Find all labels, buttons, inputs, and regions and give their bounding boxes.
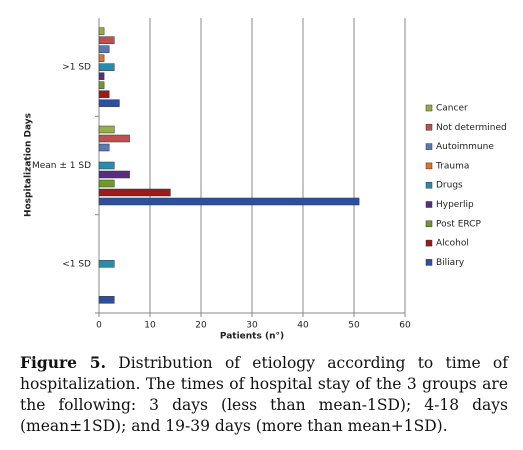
figure-caption: Figure 5. Distribution of etiology accor…: [20, 352, 508, 437]
y-tick-label: <1 SD: [62, 259, 91, 269]
bar: [98, 197, 360, 206]
bar: [98, 45, 110, 53]
bar: [98, 90, 110, 98]
x-tick-label: 30: [246, 321, 258, 331]
legend-swatch: [425, 220, 433, 228]
y-axis-label: Hospitalization Days: [24, 113, 34, 217]
bar: [98, 27, 105, 35]
legend-swatch: [425, 124, 433, 131]
legend-label: Drugs: [436, 181, 463, 191]
legend-label: Biliary: [436, 258, 465, 268]
y-tick-label: Mean ± 1 SD: [32, 161, 91, 171]
legend-swatch: [425, 259, 433, 266]
legend-label: Cancer: [436, 104, 468, 114]
caption-label: Figure 5.: [20, 353, 106, 372]
legend-label: Trauma: [435, 161, 469, 171]
legend-label: Autoimmune: [436, 142, 494, 152]
legend-label: Hyperlip: [436, 200, 474, 210]
legend-swatch: [425, 201, 433, 208]
legend-label: Post ERCP: [436, 219, 481, 229]
x-tick-label: 60: [399, 321, 411, 331]
legend-label: Not determined: [436, 123, 507, 133]
bar: [98, 54, 105, 62]
legend-swatch: [425, 162, 433, 170]
x-tick-label: 10: [144, 321, 156, 331]
legend-swatch: [425, 143, 433, 150]
bar: [98, 260, 115, 268]
legend-label: Alcohol: [436, 239, 469, 249]
bar: [98, 81, 105, 89]
x-tick-label: 40: [297, 321, 309, 331]
bar: [98, 63, 115, 71]
bar: [98, 125, 115, 134]
bar: [98, 170, 130, 179]
bar: [98, 161, 115, 170]
x-tick-label: 50: [348, 321, 360, 331]
x-tick-label: 20: [195, 321, 207, 331]
bar: [98, 296, 115, 304]
x-tick-label: 0: [96, 321, 102, 331]
chart: Patients (n°) Hospitalization Days 0 10 20…: [24, 18, 507, 342]
bar: [98, 143, 110, 152]
bar: [98, 179, 115, 188]
caption-text: Distribution of etiology according to ti…: [20, 354, 508, 435]
legend-swatch: [425, 104, 433, 112]
bar: [98, 36, 115, 44]
bar: [98, 99, 120, 107]
bar: [98, 134, 130, 143]
bar: [98, 188, 171, 197]
y-tick-label: >1 SD: [62, 63, 91, 73]
bar: [98, 72, 105, 80]
legend-swatch: [425, 239, 433, 247]
legend-swatch: [425, 181, 433, 189]
x-axis-label: Patients (n°): [220, 332, 284, 342]
